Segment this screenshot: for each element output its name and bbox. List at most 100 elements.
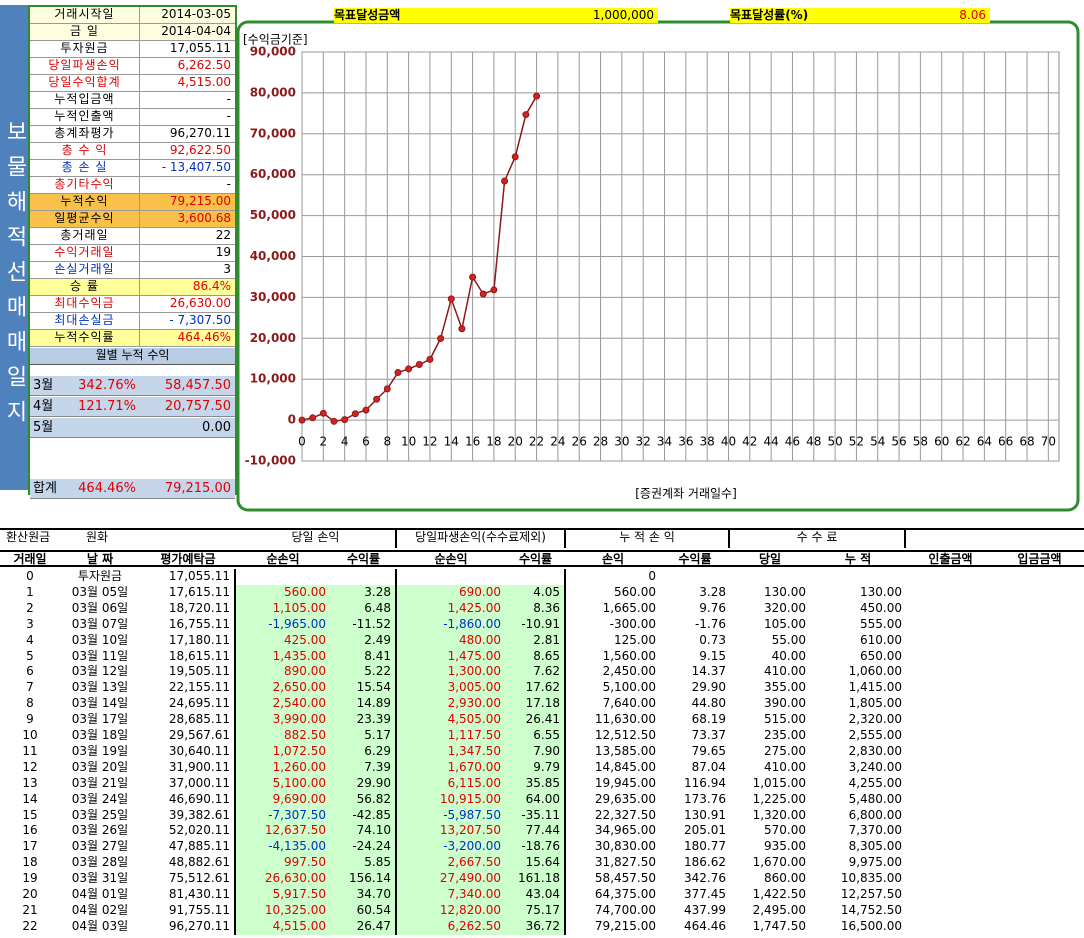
table-cell: 555.00	[810, 616, 906, 633]
table-cell: 26.47	[330, 918, 397, 935]
table-cell: 1,665.00	[566, 600, 660, 617]
table-cell: 12,820.00	[397, 902, 505, 919]
table-cell: 79.65	[660, 743, 730, 760]
table-cell: 4.05	[505, 584, 566, 601]
table-cell: 22,327.50	[566, 807, 660, 824]
summary-label: 당일수익합계	[30, 75, 140, 92]
data-point	[479, 290, 487, 298]
y-tick-label: 60,000	[250, 167, 296, 181]
table-cell: -1,965.00	[236, 616, 330, 633]
table-cell: 3,990.00	[236, 712, 330, 729]
table-cell: 450.00	[810, 600, 906, 617]
table-cell: 36.72	[505, 918, 566, 935]
table-cell: 9.79	[505, 759, 566, 776]
y-tick-label: 90,000	[250, 45, 296, 59]
data-point	[415, 361, 423, 369]
table-cell: 1,560.00	[566, 648, 660, 665]
table-cell: 37,000.11	[140, 775, 236, 792]
table-cell: 425.00	[236, 632, 330, 649]
table-cell: 5.17	[330, 728, 397, 744]
data-point	[298, 416, 306, 424]
table-cell: 8,305.00	[810, 839, 906, 856]
data-point	[522, 111, 530, 119]
month-rate: 121.71%	[65, 397, 140, 417]
table-cell: 34,965.00	[566, 823, 660, 840]
table-cell: -1,860.00	[397, 616, 505, 633]
summary-value: -	[140, 92, 235, 109]
x-tick-label: 22	[529, 435, 544, 449]
table-cell: 03월 24일	[60, 791, 140, 808]
group-header: 수 수 료	[730, 530, 906, 548]
x-tick-label: 0	[298, 435, 306, 449]
table-cell: 2,830.00	[810, 743, 906, 760]
month-amount: 58,457.50	[140, 376, 235, 396]
group-header: 당일파생손익(수수료제외)	[397, 530, 566, 548]
table-cell: 320.00	[730, 600, 810, 617]
table-cell: 91,755.11	[140, 902, 236, 919]
summary-value: 96,270.11	[140, 126, 235, 143]
table-cell: -10.91	[505, 616, 566, 633]
summary-value: 464.46%	[140, 330, 235, 347]
column-header: 인출금액	[906, 550, 995, 567]
table-cell: 690.00	[397, 584, 505, 601]
x-tick-label: 60	[934, 435, 949, 449]
table-cell: 464.46	[660, 918, 730, 935]
table-cell: 275.00	[730, 743, 810, 760]
column-header: 입금금액	[995, 550, 1084, 567]
table-cell: 1,747.50	[730, 918, 810, 935]
y-tick-label: 50,000	[250, 208, 296, 222]
summary-value: 6,262.50	[140, 58, 235, 75]
table-cell: 17,180.11	[140, 632, 236, 649]
table-cell: 9,975.00	[810, 855, 906, 872]
table-cell: 560.00	[566, 584, 660, 601]
data-point	[511, 153, 519, 161]
table-cell: 18,720.11	[140, 600, 236, 617]
table-cell: -3,200.00	[397, 839, 505, 856]
table-cell: 186.62	[660, 855, 730, 872]
y-tick-label: 80,000	[250, 85, 296, 99]
table-cell: 27,490.00	[397, 871, 505, 888]
table-cell: 650.00	[810, 648, 906, 665]
summary-label: 누적수익률	[30, 330, 140, 347]
table-cell: 9.76	[660, 600, 730, 617]
table-cell: 7.39	[330, 759, 397, 776]
group-header: 원화	[86, 530, 109, 544]
summary-value: - 7,307.50	[140, 313, 235, 330]
table-cell: 18,615.11	[140, 648, 236, 665]
x-tick-label: 44	[763, 435, 778, 449]
table-cell: 5,917.50	[236, 887, 330, 903]
table-cell: 22,155.11	[140, 680, 236, 697]
summary-label: 수익거래일	[30, 245, 140, 262]
table-cell	[505, 569, 566, 585]
table-cell: 7,640.00	[566, 696, 660, 713]
table-cell: 116.94	[660, 775, 730, 792]
table-cell: 8.41	[330, 648, 397, 665]
table-cell: 19,505.11	[140, 664, 236, 681]
summary-label: 총 수 익	[30, 143, 140, 160]
table-cell: 6	[0, 664, 60, 681]
data-point	[501, 177, 509, 185]
table-cell: 2.49	[330, 632, 397, 649]
summary-label: 총계좌평가	[30, 126, 140, 143]
table-cell: 03월 11일	[60, 648, 140, 665]
table-cell: 8.65	[505, 648, 566, 665]
table-cell: 14.37	[660, 664, 730, 681]
data-point	[319, 409, 327, 417]
column-header: 순손익	[236, 550, 330, 567]
table-cell: 12,257.50	[810, 887, 906, 903]
table-cell: 10	[0, 728, 60, 744]
table-cell: 14,845.00	[566, 759, 660, 776]
table-cell: 8.36	[505, 600, 566, 617]
data-point	[341, 416, 349, 424]
table-cell: 161.18	[505, 871, 566, 888]
table-cell: 9	[0, 712, 60, 729]
table-cell: 105.00	[730, 616, 810, 633]
target-label: 목표달성률(%)	[730, 8, 870, 23]
table-cell: 03월 07일	[60, 616, 140, 633]
table-cell: 6.29	[330, 743, 397, 760]
side-title: 보물해적선매매일지	[0, 5, 28, 490]
table-cell: 21	[0, 902, 60, 919]
table-cell: 31,900.11	[140, 759, 236, 776]
table-cell: 6.55	[505, 728, 566, 744]
table-cell: 515.00	[730, 712, 810, 729]
